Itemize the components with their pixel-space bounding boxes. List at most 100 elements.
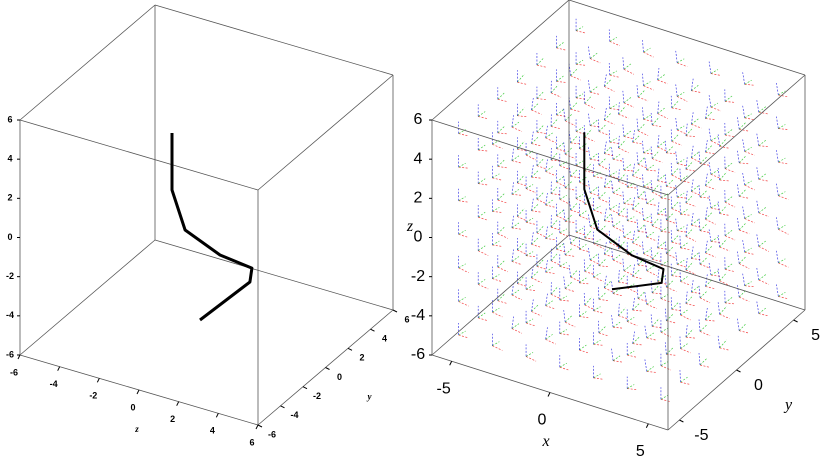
field-arrow xyxy=(517,283,528,287)
field-arrow xyxy=(622,124,625,137)
field-arrow xyxy=(497,199,508,204)
field-arrow xyxy=(579,344,587,351)
field-arrow xyxy=(593,373,601,379)
field-arrow xyxy=(497,260,506,268)
field-arrow xyxy=(744,247,752,253)
field-arrow xyxy=(618,281,629,284)
field-arrow xyxy=(705,211,713,220)
field-arrow xyxy=(492,278,503,283)
field-arrow xyxy=(556,210,564,216)
field-arrow xyxy=(570,101,578,110)
field-arrow xyxy=(618,214,629,218)
vector-field xyxy=(458,18,789,403)
field-arrow xyxy=(698,185,701,198)
field-arrow xyxy=(604,287,615,293)
field-arrow xyxy=(657,168,660,181)
field-arrow xyxy=(708,61,712,74)
field-arrow xyxy=(646,169,657,172)
field-arrow xyxy=(699,263,711,269)
field-arrow xyxy=(598,320,600,333)
field-arrow xyxy=(691,219,699,226)
field-arrow xyxy=(652,124,663,128)
field-arrow xyxy=(699,156,708,164)
field-arrow xyxy=(618,202,620,216)
field-arrow xyxy=(525,154,537,161)
field-arrow xyxy=(710,73,721,76)
field-arrow xyxy=(618,181,629,187)
field-arrow xyxy=(705,286,716,290)
field-arrow xyxy=(675,50,678,63)
field-arrow xyxy=(739,296,750,302)
field-arrow xyxy=(643,114,651,120)
field-arrow xyxy=(559,333,570,336)
box-edge xyxy=(19,119,259,191)
z-tick-label: 4 xyxy=(414,150,423,167)
field-arrow xyxy=(511,121,520,128)
field-arrow xyxy=(679,269,681,282)
field-arrow xyxy=(657,208,665,215)
field-arrow xyxy=(637,223,646,232)
field-arrow xyxy=(550,92,562,98)
field-arrow xyxy=(545,159,548,172)
field-arrow xyxy=(584,170,595,174)
field-arrow xyxy=(559,295,567,301)
field-arrow xyxy=(492,240,500,246)
field-arrow xyxy=(613,158,624,162)
field-arrow xyxy=(685,135,696,138)
field-arrow xyxy=(563,276,566,289)
field-arrow xyxy=(705,207,708,220)
field-arrow xyxy=(671,201,680,209)
field-arrow xyxy=(679,302,681,316)
field-arrow xyxy=(670,230,673,243)
field-arrow xyxy=(650,112,653,126)
field-arrow xyxy=(559,165,570,170)
field-arrow xyxy=(458,301,469,307)
field-arrow xyxy=(627,216,635,222)
field-arrow xyxy=(593,172,601,177)
field-arrow xyxy=(584,136,595,142)
field-arrow xyxy=(609,171,617,177)
field-arrow xyxy=(604,107,607,121)
z-tick-label: -4 xyxy=(6,310,14,320)
field-arrow xyxy=(593,310,604,314)
field-arrow xyxy=(632,336,640,344)
field-arrow xyxy=(517,81,528,85)
field-arrow xyxy=(511,227,522,230)
field-arrow xyxy=(612,192,624,198)
field-arrow xyxy=(536,232,548,238)
field-arrow xyxy=(685,168,696,172)
field-arrow xyxy=(666,347,674,355)
field-arrow xyxy=(570,142,581,145)
field-arrow xyxy=(637,96,649,102)
field-arrow xyxy=(756,200,760,213)
field-arrow xyxy=(719,306,727,315)
field-arrow xyxy=(550,226,562,231)
field-arrow xyxy=(671,107,682,111)
field-arrow xyxy=(531,165,534,178)
field-arrow xyxy=(559,194,567,200)
field-arrow xyxy=(618,173,626,182)
field-arrow xyxy=(478,211,486,218)
field-arrow xyxy=(593,205,601,211)
field-arrow xyxy=(545,266,553,273)
field-arrow xyxy=(671,301,680,310)
field-arrow xyxy=(589,86,598,93)
field-arrow xyxy=(651,116,660,126)
z-tick-label: -6 xyxy=(6,349,14,359)
field-arrow xyxy=(575,198,587,204)
field-arrow xyxy=(646,299,654,305)
field-arrow xyxy=(705,185,716,190)
field-arrow xyxy=(551,193,562,196)
field-arrow xyxy=(742,172,745,186)
field-arrow xyxy=(632,135,640,143)
field-arrow xyxy=(671,167,680,176)
y-axis-label: y xyxy=(367,392,373,402)
field-arrow xyxy=(685,328,694,338)
field-arrow xyxy=(525,188,537,194)
field-arrow xyxy=(705,245,713,254)
field-arrow xyxy=(705,151,716,155)
field-arrow xyxy=(511,193,522,196)
field-arrow xyxy=(604,242,607,255)
field-arrow xyxy=(708,229,712,242)
y-tick-label: 0 xyxy=(754,377,763,394)
